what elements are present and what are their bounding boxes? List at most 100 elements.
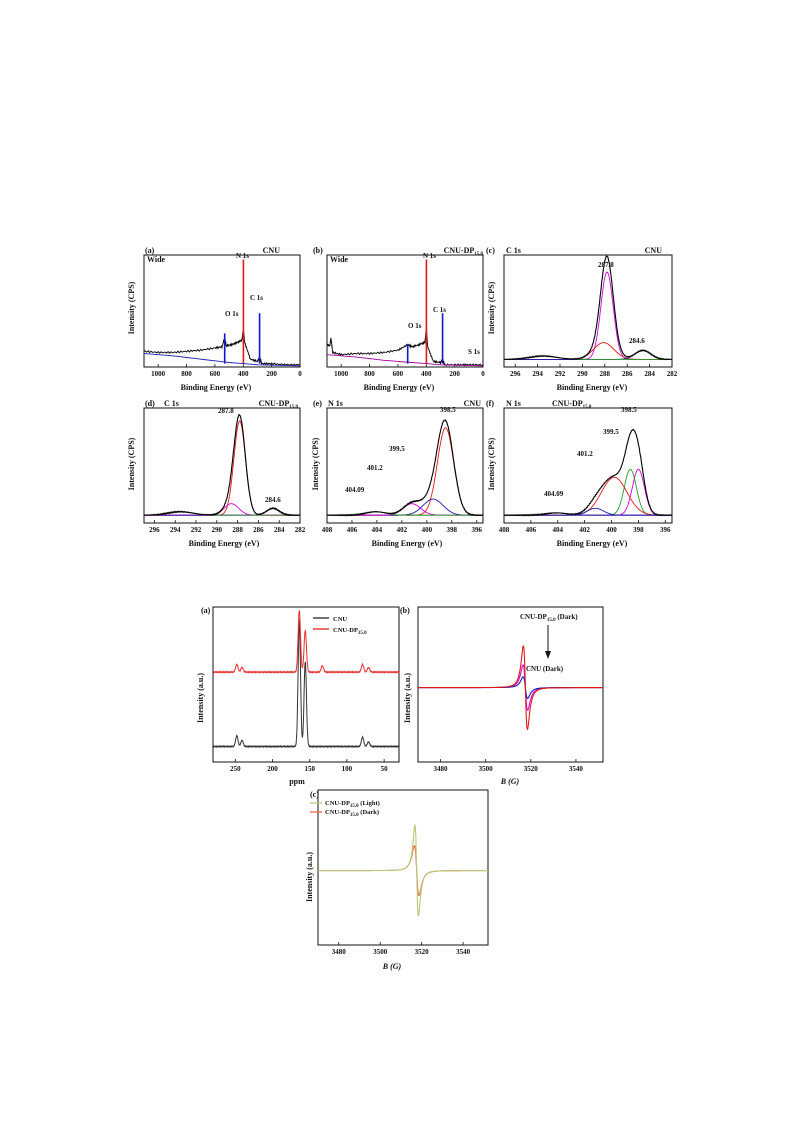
- plot-frame: [503, 407, 673, 524]
- x-tick-label: 1000: [151, 370, 166, 378]
- x-tick-label: 3480: [434, 765, 449, 773]
- peak-annotation: 398.5: [440, 406, 456, 414]
- x-axis-label: B (G): [500, 777, 520, 786]
- x-tick-label: 402: [397, 526, 408, 534]
- x-tick-label: 600: [210, 370, 221, 378]
- plot-frame: [326, 407, 484, 524]
- plot-area: 250 200 150 100 50: [212, 606, 400, 773]
- peak-annotation: 284.6: [629, 337, 645, 345]
- y-axis-label: Intensity (CPS): [127, 281, 136, 334]
- nmr-spectrum: [212, 610, 400, 674]
- peak-annotation: 287.8: [218, 407, 234, 415]
- panel-label: (b): [400, 606, 410, 615]
- x-tick-label: 400: [238, 370, 249, 378]
- x-tick-label: 3540: [569, 765, 584, 773]
- panel-label: (f): [486, 399, 494, 408]
- x-tick-label: 3500: [479, 765, 494, 773]
- x-tick-label: 3520: [415, 948, 430, 956]
- x-axis-label: Binding Energy (eV): [189, 539, 260, 548]
- corner-right: CNU: [645, 246, 663, 255]
- peak-annotation: 404.09: [544, 490, 564, 498]
- fit-envelope: [327, 419, 484, 517]
- fit-component: [504, 468, 672, 516]
- panel-label: (a): [145, 246, 155, 255]
- xps-panel-a: (a) Wide CNU 1000 800 600 400 200 0 N 1s O 1s C …: [127, 246, 302, 392]
- peak-annotation: 401.2: [367, 464, 383, 472]
- peak-annotation: 399.5: [389, 445, 405, 453]
- plot-area: 296 294 292 290 288 286 284 282 287.8 284.6: [503, 254, 678, 378]
- x-tick-label: 0: [298, 370, 302, 378]
- x-axis-label: Binding Energy (eV): [557, 383, 628, 392]
- epr-panel-b: (b) 3480 3500 3520 3540 CNU-DP15.0 (Dark) C…: [400, 606, 604, 786]
- peak-annotation: N 1s: [236, 252, 249, 260]
- x-tick-label: 292: [191, 526, 202, 534]
- y-axis-label: Intensity (CPS): [127, 437, 136, 490]
- x-tick-label: 286: [253, 526, 264, 534]
- x-tick-label: 400: [422, 526, 433, 534]
- x-tick-label: 406: [526, 526, 537, 534]
- y-axis-label: Intensity (a.u.): [196, 673, 205, 723]
- x-tick-label: 292: [555, 370, 566, 378]
- x-axis-label: B (G): [382, 962, 402, 971]
- corner-left: N 1s: [328, 399, 343, 408]
- x-axis-label: Binding Energy (eV): [372, 539, 443, 548]
- x-tick-label: 200: [449, 370, 460, 378]
- corner-right: CNU: [263, 246, 281, 255]
- x-tick-label: 404: [372, 526, 383, 534]
- x-tick-label: 404: [553, 526, 564, 534]
- x-tick-label: 290: [212, 526, 223, 534]
- x-tick-label: 150: [304, 765, 315, 773]
- nmr-panel: (a) 250 200 150 100 50 CNU CNU-DP15.0 ppm In…: [196, 606, 400, 786]
- xps-panel-c: (c) C 1s CNU 296 294 292 290 288 286 284 282 287…: [486, 246, 678, 392]
- x-tick-label: 0: [481, 370, 485, 378]
- x-tick-label: 396: [660, 526, 671, 534]
- x-tick-label: 398: [447, 526, 458, 534]
- peak-annotation: N 1s: [423, 252, 436, 260]
- panel-label: (a): [201, 606, 211, 615]
- legend-label: CNU-DP15.0 (Light): [325, 800, 380, 809]
- corner-left: C 1s: [164, 399, 179, 408]
- peak-annotation: 287.8: [598, 261, 614, 269]
- nmr-spectrum: [212, 619, 400, 749]
- y-axis-label: Intensity (CPS): [487, 281, 496, 334]
- annotation: CNU-DP15.0 (Dark): [520, 613, 578, 623]
- xps-panel-b: (b) Wide CNU-DP15.0 1000 800 600 400 200 0N 1…: [313, 246, 485, 392]
- epr-panel-c: (c) 3480 3500 3520 3540 CNU-DP15.0 (Light) …: [305, 789, 489, 971]
- x-tick-label: 50: [381, 765, 389, 773]
- x-axis-label: Binding Energy (eV): [364, 383, 435, 392]
- fit-envelope: [144, 413, 301, 517]
- corner-left: C 1s: [506, 246, 521, 255]
- plot-frame: [503, 254, 673, 368]
- plot-area: 3480 3500 3520 3540: [317, 789, 489, 956]
- x-tick-label: 600: [393, 370, 404, 378]
- x-tick-label: 294: [532, 370, 543, 378]
- corner-left: Wide: [147, 255, 166, 264]
- plot-area: 296 294 292 290 288 286 284 282 287.8 284.6: [143, 407, 306, 534]
- arrow-head-icon: [545, 651, 551, 659]
- y-axis-label: Intensity (a.u.): [403, 673, 412, 723]
- x-tick-label: 288: [232, 526, 243, 534]
- plot-area: 408 406 404 402 400 398 396 398.5 399.5 401.2 404.…: [322, 406, 484, 534]
- spectrum-line: [326, 326, 484, 367]
- y-axis-label: Intensity (CPS): [311, 437, 320, 490]
- plot-frame: [212, 606, 400, 763]
- xps-panel-e: (e) N 1s CNU 408 406 404 402 400 398 396 398.5 3…: [311, 399, 484, 548]
- y-axis-label: Intensity (a.u.): [305, 852, 314, 902]
- peak-annotation: S 1s: [468, 348, 480, 356]
- xps-panel-d: (d) C 1s CNU-DP15.0 296 294 292 290 288 286 28…: [127, 399, 306, 548]
- panel-label: (c): [310, 790, 319, 799]
- plot-area: 3480 3500 3520 3540: [417, 606, 604, 773]
- annotation: CNU (Dark): [526, 665, 564, 673]
- plot-frame: [326, 254, 484, 368]
- x-tick-label: 800: [181, 370, 192, 378]
- x-tick-label: 282: [667, 370, 678, 378]
- fit-component: [504, 468, 672, 516]
- x-tick-label: 408: [322, 526, 333, 534]
- plot-area: 1000 800 600 400 200 0 N 1s O 1s C 1s S 1s: [326, 252, 485, 378]
- x-axis-label: Binding Energy (eV): [181, 383, 252, 392]
- peak-annotation: 284.6: [265, 496, 281, 504]
- panel-label: (d): [145, 399, 155, 408]
- x-axis-label: ppm: [289, 777, 305, 786]
- corner-left: N 1s: [506, 399, 521, 408]
- spectrum-line: [143, 328, 300, 367]
